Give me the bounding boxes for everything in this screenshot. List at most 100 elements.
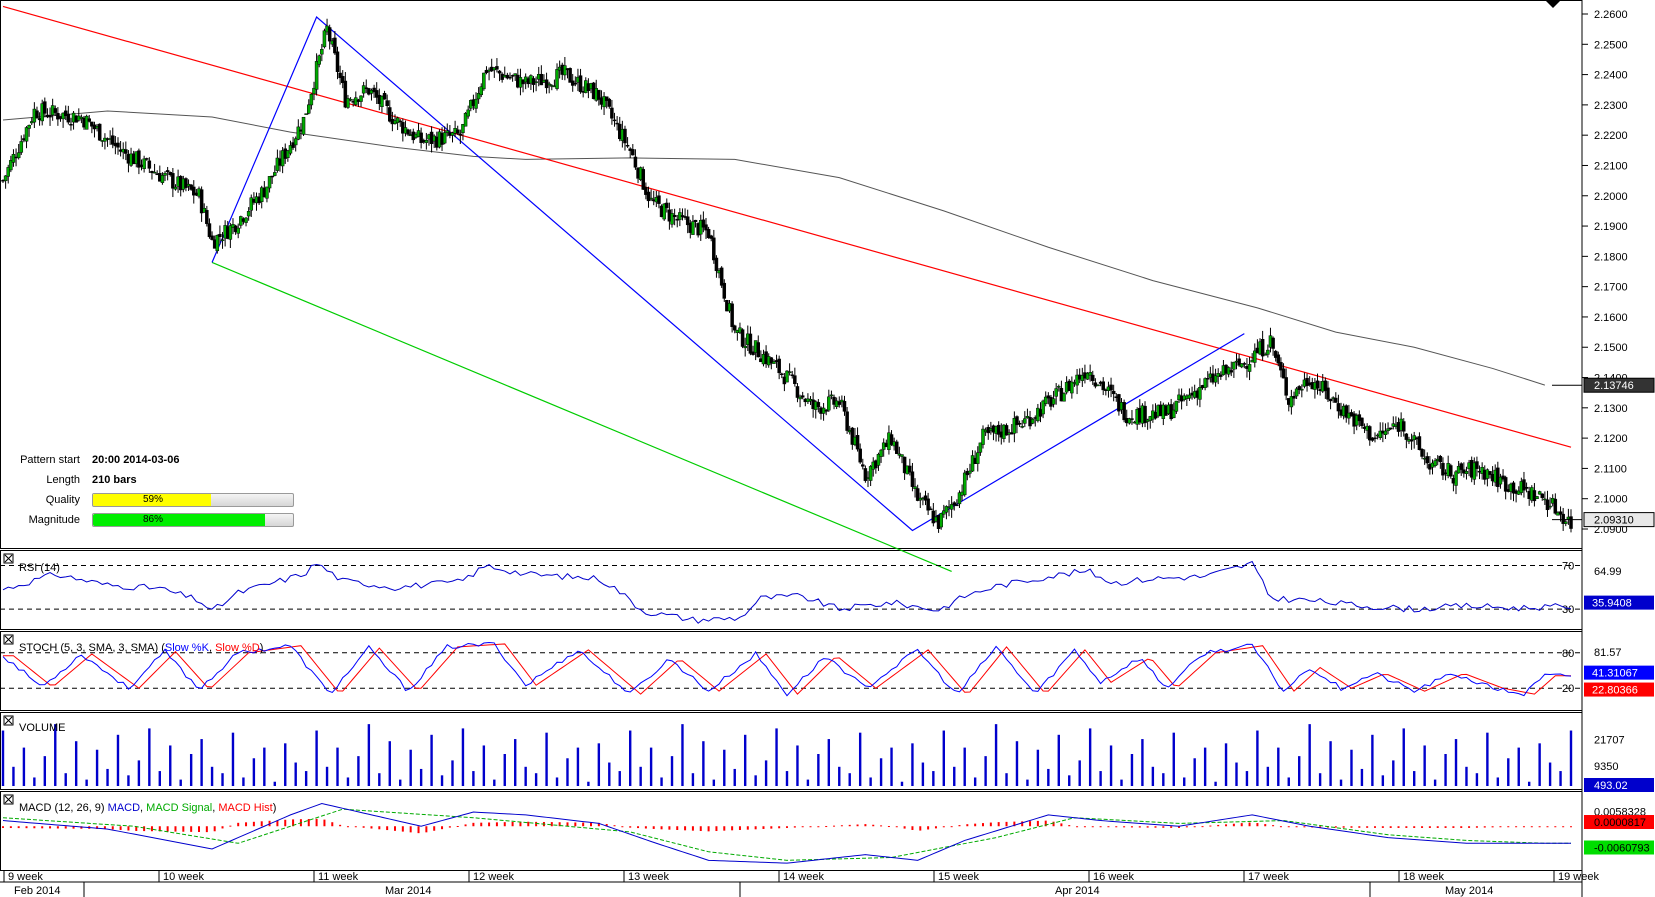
- candle-body: [646, 191, 651, 202]
- candle-body: [1383, 430, 1388, 435]
- candle-body: [359, 95, 363, 102]
- macd-hist-bar: [746, 826, 749, 830]
- candle-body: [1017, 422, 1022, 425]
- macd-hist-bar: [629, 826, 632, 828]
- panel-frame-3: [0, 712, 1583, 790]
- candle-body: [307, 104, 311, 114]
- candle-body: [926, 498, 930, 511]
- macd-hist-bar: [1562, 826, 1565, 828]
- volume-bar: [430, 734, 433, 786]
- candle-body: [1540, 493, 1545, 498]
- macd-hist-bar: [1397, 826, 1400, 828]
- candle-body: [740, 329, 745, 347]
- volume-bar: [900, 781, 904, 786]
- macd-hist-bar: [252, 821, 255, 827]
- macd-hist-bar: [1091, 826, 1094, 828]
- volume-bar: [169, 745, 172, 786]
- week-label: 13 week: [628, 871, 669, 883]
- candle-body: [1297, 386, 1301, 391]
- macd-hist-bar: [927, 826, 930, 830]
- candle-body: [845, 411, 849, 431]
- length-value: 210 bars: [92, 474, 137, 486]
- candle-body: [374, 90, 379, 98]
- stoch-d-box: [1584, 682, 1654, 697]
- candle-body: [48, 115, 52, 118]
- price-tick-label: 2.2300: [1594, 100, 1628, 112]
- candle-body: [1273, 350, 1278, 358]
- level-label: 70: [1562, 560, 1574, 572]
- volume-bar: [1214, 781, 1217, 786]
- candle-body: [335, 51, 340, 73]
- macd-hist-bar: [770, 826, 773, 829]
- rsi-line: [2, 560, 1572, 624]
- candle-body: [1378, 430, 1382, 438]
- volume-bar: [932, 771, 935, 786]
- macd-hist-bar: [1209, 825, 1212, 827]
- volume-bar: [1026, 779, 1029, 786]
- candle-body: [124, 149, 128, 154]
- candle-body: [756, 342, 761, 358]
- candle-body: [1315, 380, 1320, 389]
- macd-hist-bar: [1381, 826, 1384, 828]
- candle-body: [968, 470, 972, 474]
- candle-body: [1237, 358, 1241, 366]
- candle-body: [1239, 363, 1244, 368]
- candle-body: [1219, 374, 1223, 377]
- price-tick-label: 2.1800: [1594, 251, 1628, 263]
- candle-body: [1111, 390, 1116, 395]
- candle-body: [751, 351, 755, 355]
- macd-hist-bar: [809, 826, 812, 828]
- price-tick-label: 2.2000: [1594, 191, 1628, 203]
- volume-bar: [629, 730, 632, 786]
- candle-body: [317, 55, 321, 65]
- macd-hist-bar: [1076, 826, 1079, 828]
- candle-body: [1266, 349, 1270, 355]
- candle-body: [43, 101, 47, 114]
- macd-hist-bar: [574, 822, 577, 827]
- candle-body: [144, 158, 149, 160]
- macd-hist-bar: [2, 826, 4, 828]
- candle-body: [1051, 398, 1056, 405]
- macd-hist-bar: [472, 822, 475, 827]
- macd-hist-bar: [558, 822, 561, 827]
- volume-bar: [973, 777, 977, 786]
- candle-body: [137, 150, 141, 168]
- macd-hist-bar: [1083, 826, 1086, 828]
- candle-body: [90, 121, 94, 127]
- candle-body: [1401, 421, 1406, 432]
- macd-hist-bar: [942, 826, 945, 828]
- candle-body: [1015, 416, 1019, 426]
- candle-body: [1023, 418, 1027, 424]
- candle-body: [641, 169, 646, 190]
- volume-bar: [785, 771, 789, 786]
- candle-body: [301, 116, 306, 135]
- macd-hist-bar: [64, 826, 67, 829]
- candle-body: [322, 30, 327, 48]
- macd-hist-bar: [660, 826, 663, 830]
- level-label: 80: [1562, 648, 1574, 660]
- candle-body: [372, 87, 376, 93]
- volume-bar: [472, 771, 475, 786]
- volume-bar: [1569, 730, 1573, 786]
- macd-hist-bar: [833, 825, 836, 827]
- volume-bar: [702, 741, 705, 786]
- macd-hist-bar: [158, 826, 161, 832]
- macd-hist-bar: [1279, 826, 1282, 828]
- volume-bar: [984, 756, 987, 786]
- candle-body: [644, 187, 648, 195]
- macd-hist-bar: [260, 821, 263, 827]
- candle-body: [1357, 414, 1362, 422]
- macd-hist-bar: [33, 826, 36, 829]
- macd-hist-bar: [1475, 826, 1478, 828]
- candle-body: [1279, 362, 1283, 371]
- price-label-box-1: [1583, 512, 1655, 528]
- candle-body: [171, 173, 175, 189]
- macd-hist-bar: [1522, 826, 1525, 828]
- candle-body: [163, 172, 167, 176]
- candle-body: [1545, 499, 1550, 511]
- macd-hist-bar: [1138, 826, 1141, 828]
- volume-bar: [116, 734, 120, 786]
- pattern-info-box: Pattern start 20:00 2014-03-06 Length 21…: [0, 454, 300, 534]
- macd-hist-bar: [786, 826, 788, 828]
